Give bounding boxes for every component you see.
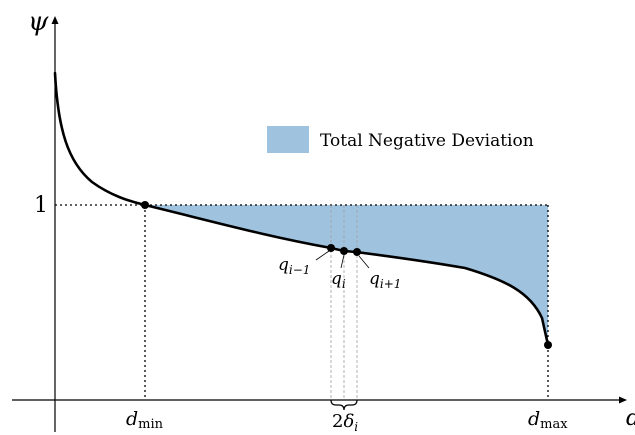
x-axis-arrow xyxy=(619,396,627,404)
legend-label: Total Negative Deviation xyxy=(320,131,534,151)
brace-label: 2δi xyxy=(332,411,358,434)
dmin-point xyxy=(141,201,149,209)
x-axis-label: d xyxy=(626,406,635,431)
q-prev-point xyxy=(327,244,335,252)
y-axis-arrow xyxy=(51,16,59,24)
dmax-point xyxy=(544,341,552,349)
q-i-label: qi xyxy=(331,269,346,291)
q-next-label: qi+1 xyxy=(369,269,401,291)
q-next-point xyxy=(353,248,361,256)
interval-brace xyxy=(330,399,358,411)
dmax-label: dmax xyxy=(528,408,568,432)
interval-guides xyxy=(330,205,358,400)
dmin-label: dmin xyxy=(126,408,164,432)
q-i-point xyxy=(340,247,348,255)
y-axis-label: ψ xyxy=(28,7,49,37)
legend-swatch xyxy=(267,126,309,153)
y-tick-one: 1 xyxy=(34,193,48,218)
negative-deviation-area xyxy=(145,205,548,345)
q-leader-lines xyxy=(315,250,370,269)
q-prev-label: qi−1 xyxy=(278,255,310,277)
psi-curve xyxy=(53,71,550,347)
